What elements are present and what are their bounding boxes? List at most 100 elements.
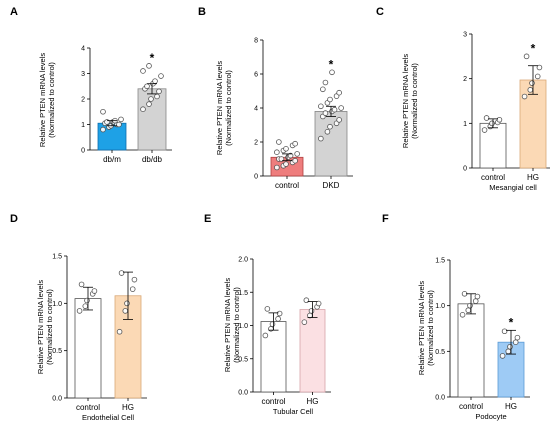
y-axis-label: Relative PTEN mRNA levels(Normalized to … xyxy=(38,53,56,147)
data-point xyxy=(269,321,276,327)
x-category-label: db/db xyxy=(142,155,163,164)
y-axis-label-line: Relative PTEN mRNA levels xyxy=(401,54,410,148)
data-point xyxy=(283,146,289,152)
data-point xyxy=(459,311,466,318)
data-point xyxy=(152,78,158,84)
y-axis-label-line: Relative PTEN mRNA levels xyxy=(223,278,232,372)
y-axis-label-line: Relative PTEN mRNA levels xyxy=(36,280,45,374)
x-category-label: HG xyxy=(527,173,539,182)
data-point xyxy=(322,110,329,116)
data-point xyxy=(76,308,83,314)
data-point xyxy=(122,308,129,314)
data-point xyxy=(318,103,324,110)
data-point xyxy=(104,119,110,125)
data-point xyxy=(100,108,106,115)
x-axis-title: Podocyte xyxy=(475,412,506,421)
y-tick-label: 6 xyxy=(254,72,258,79)
y-axis-label: Relative PTEN mRNA levels(Normalized to … xyxy=(417,281,435,375)
data-point xyxy=(329,69,335,76)
data-point xyxy=(327,96,333,103)
y-tick-label: 1.0 xyxy=(52,301,62,308)
x-axis-title: Mesangial cell xyxy=(489,183,537,192)
data-point xyxy=(129,286,136,292)
data-point xyxy=(496,116,503,123)
data-point xyxy=(465,307,472,314)
significance-marker: * xyxy=(531,41,536,55)
data-point xyxy=(505,348,512,355)
data-point xyxy=(481,127,488,133)
data-point xyxy=(146,101,152,107)
chart-panel-e: E 0.0 0.5 1.0 1.5 2.0 Relative PTEN mRNA level… xyxy=(204,213,331,416)
panel-label: F xyxy=(382,213,389,225)
data-point xyxy=(278,156,285,162)
data-point xyxy=(158,73,164,79)
data-point xyxy=(322,79,329,86)
y-axis-label: Relative PTEN mRNA levels(Normalized to … xyxy=(36,280,54,374)
y-tick-label: 0.5 xyxy=(52,348,62,355)
y-tick-label: 0 xyxy=(463,166,467,173)
y-tick-label: 0.0 xyxy=(435,395,445,402)
y-tick-label: 1.5 xyxy=(52,254,62,261)
panel-label: E xyxy=(204,213,211,225)
x-axis-title: Endothelial Cell xyxy=(82,413,134,422)
significance-marker: * xyxy=(329,57,334,71)
data-point xyxy=(283,161,289,167)
data-point xyxy=(489,120,495,127)
y-tick-label: 3 xyxy=(81,71,85,78)
y-tick-label: 2 xyxy=(463,76,467,83)
x-category-label: db/m xyxy=(103,155,121,164)
data-point xyxy=(82,303,89,309)
data-point xyxy=(483,115,490,121)
chart-panel-b: B 0 2 4 6 8 Relative PTEN mRNA levels(Normaliz… xyxy=(198,6,353,190)
data-point xyxy=(140,106,146,112)
x-category-label: control xyxy=(275,181,299,190)
y-tick-label: 2 xyxy=(81,97,85,104)
y-tick-label: 2.0 xyxy=(238,257,248,264)
data-point xyxy=(338,105,344,111)
chart-panel-a: A 0 1 2 3 4 Relative PTEN mRNA levels(Normaliz… xyxy=(10,6,172,164)
data-point xyxy=(275,316,281,322)
y-axis-label-line: Relative PTEN mRNA levels xyxy=(215,61,224,155)
data-point xyxy=(131,276,138,283)
data-point xyxy=(154,93,160,100)
bar xyxy=(74,298,102,399)
y-tick-label: 1.0 xyxy=(435,303,445,310)
panel-label: A xyxy=(10,6,18,18)
data-point xyxy=(276,139,282,145)
data-point xyxy=(140,68,146,74)
data-point xyxy=(523,53,530,60)
data-point xyxy=(124,300,130,307)
y-axis-label: Relative PTEN mRNA levels(Normalized to … xyxy=(401,54,419,148)
data-point xyxy=(292,140,298,147)
data-point xyxy=(118,116,124,123)
y-axis-label-line: (Normalized to control) xyxy=(426,290,435,366)
data-point xyxy=(100,126,106,133)
data-point xyxy=(527,87,534,93)
chart-panel-c: C 0 1 2 3 Relative PTEN mRNA levels(Normalize… xyxy=(376,6,550,192)
data-point xyxy=(308,308,315,314)
data-point xyxy=(118,270,125,276)
data-point xyxy=(262,332,269,339)
data-point xyxy=(536,64,543,71)
data-point xyxy=(512,339,519,346)
x-axis-title: Tubular Cell xyxy=(273,407,313,416)
data-point xyxy=(324,129,331,135)
y-tick-label: 0 xyxy=(254,174,258,181)
x-category-label: HG xyxy=(307,397,319,406)
data-point xyxy=(336,117,342,123)
data-point xyxy=(529,80,535,86)
y-tick-label: 1.5 xyxy=(238,290,248,297)
x-category-label: control xyxy=(76,403,100,412)
data-point xyxy=(472,298,479,304)
data-point xyxy=(116,121,122,128)
data-point xyxy=(315,300,322,307)
y-tick-label: 1.0 xyxy=(238,323,248,330)
data-point xyxy=(84,297,90,304)
data-point xyxy=(78,281,85,288)
data-point xyxy=(144,83,150,90)
data-point xyxy=(148,96,154,102)
x-category-label: control xyxy=(459,402,483,411)
bar xyxy=(457,303,485,398)
x-category-label: HG xyxy=(505,402,517,411)
